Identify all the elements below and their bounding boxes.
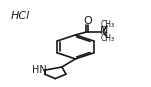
Text: HN: HN xyxy=(32,65,47,75)
Text: O: O xyxy=(84,17,93,27)
Text: CH₃: CH₃ xyxy=(101,34,115,43)
Text: CH₃: CH₃ xyxy=(101,20,115,29)
Text: N: N xyxy=(100,26,108,36)
Text: HCl: HCl xyxy=(11,11,30,21)
